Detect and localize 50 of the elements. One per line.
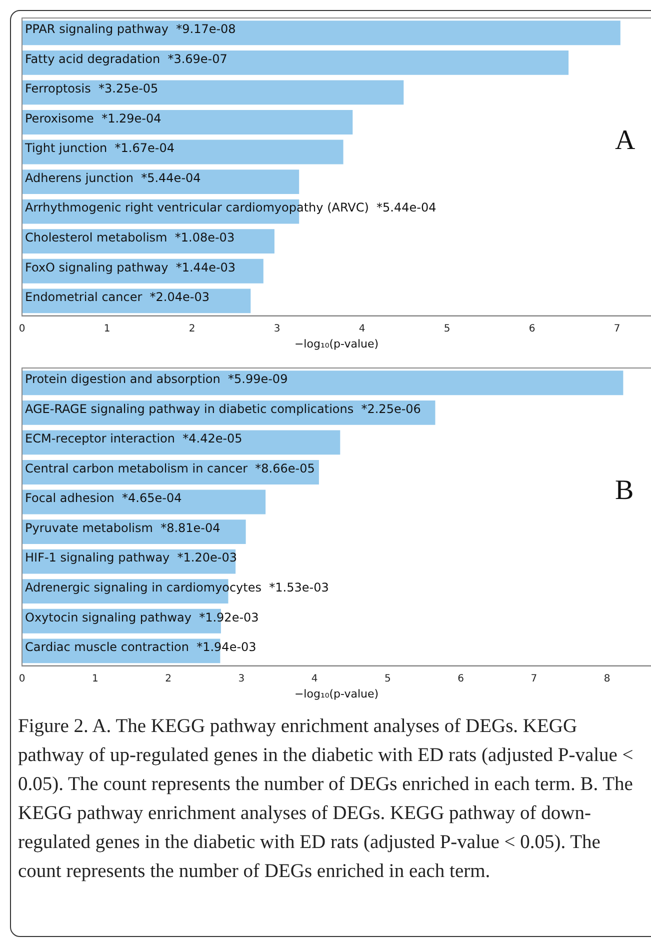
bar — [22, 80, 404, 105]
category-label: Adherens junction *5.44e-04 — [25, 170, 201, 185]
bar — [22, 50, 569, 75]
x-tick-label: 6 — [528, 323, 536, 334]
x-tick-label: 0 — [18, 673, 26, 684]
x-tick-label: 8 — [604, 673, 610, 684]
category-label: Ferroptosis *3.25e-05 — [25, 82, 158, 96]
x-tick-label: 7 — [614, 323, 620, 334]
category-label: ECM-receptor interaction *4.42e-05 — [25, 432, 242, 446]
x-tick-label: 0 — [18, 323, 26, 334]
category-label: HIF-1 signaling pathway *1.20e-03 — [25, 550, 237, 565]
category-label: Fatty acid degradation *3.69e-07 — [25, 52, 228, 66]
x-tick-label: 3 — [238, 673, 245, 684]
bar — [22, 140, 344, 164]
category-label: Cholesterol metabolism *1.08e-03 — [25, 230, 235, 244]
annotation: B — [615, 475, 634, 507]
category-label: Cardiac muscle contraction *1.94e-03 — [25, 640, 256, 654]
caption: Figure 2. A. The KEGG pathway enrichment analyses of DEGs. KEGG pathway of up-regulated genes in the diabetic with ED rats (adjusted P-value < 0.05). The count represents the number of DEGs enriched in each term. B. The KEGG pathway enrichment analyses of DEGs. KEGG pathway of down-regulated genes in the diabetic with ED rats (adjusted P-value < 0.05). The count represents the number of DEGs enriched in each term. — [18, 715, 634, 884]
x-tick-label: 1 — [92, 673, 98, 684]
x-tick-label: 6 — [458, 673, 464, 684]
bar — [22, 110, 353, 134]
category-label: Pyruvate metabolism *8.81e-04 — [25, 520, 220, 535]
category-label: Adrenergic signaling in cardiomyocytes *1.53e-03 — [25, 580, 329, 594]
x-tick-label: 7 — [530, 673, 538, 684]
category-label: Peroxisome *1.29e-04 — [25, 111, 162, 126]
x-tick-label: 5 — [444, 323, 450, 334]
category-label: Focal adhesion *4.65e-04 — [25, 491, 182, 506]
category-label: Arrhythmogenic right ventricular cardiomyopathy (ARVC) *5.44e-04 — [25, 200, 436, 215]
category-label: Tight junction *1.67e-04 — [25, 141, 174, 156]
x-tick-label: 1 — [104, 323, 110, 334]
category-label: Protein digestion and absorption *5.99e-09 — [25, 372, 288, 386]
bar — [22, 370, 624, 396]
bar — [22, 20, 620, 46]
x-tick-label: 5 — [384, 673, 391, 684]
category-label: FoxO signaling pathway *1.44e-03 — [25, 260, 236, 274]
bar — [22, 430, 340, 455]
x-tick-label: 4 — [311, 673, 318, 684]
x-tick-label: 3 — [274, 323, 280, 334]
x-tick-label: 2 — [188, 323, 196, 334]
category-label: PPAR signaling pathway *9.17e-08 — [25, 22, 236, 36]
category-label: Endometrial cancer *2.04e-03 — [25, 290, 210, 304]
category-label: Oxytocin signaling pathway *1.92e-03 — [25, 610, 259, 624]
bar — [22, 170, 300, 194]
x-tick-label: 2 — [165, 673, 172, 684]
category-label: Central carbon metabolism in cancer *8.66e-05 — [25, 461, 315, 476]
x-tick-label: 4 — [358, 323, 366, 334]
x-axis-title: −log₁₀(p-value) — [294, 337, 379, 350]
x-axis-title: −log₁₀(p-value) — [294, 687, 379, 700]
category-label: AGE-RAGE signaling pathway in diabetic complications *2.25e-06 — [25, 402, 421, 416]
annotation: A — [615, 125, 636, 157]
